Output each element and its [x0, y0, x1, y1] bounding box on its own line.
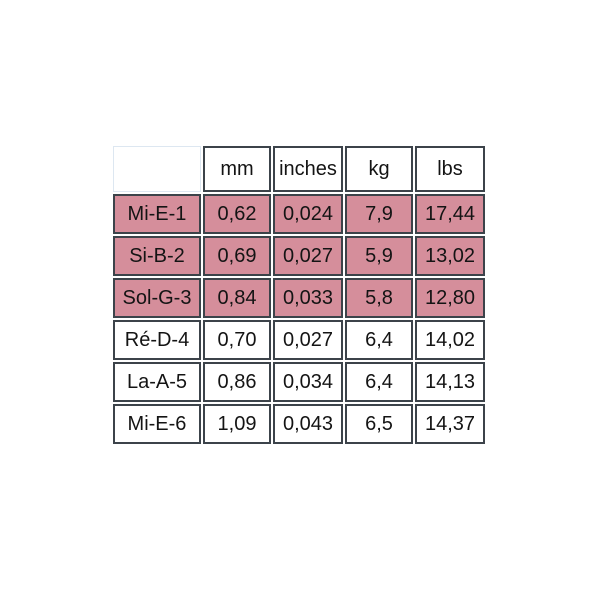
cell-mm: 0,62	[203, 194, 271, 234]
table-row-mi-e-6: Mi-E-6 1,09 0,043 6,5 14,37	[113, 404, 485, 444]
cell-mm: 1,09	[203, 404, 271, 444]
cell-mm: 0,69	[203, 236, 271, 276]
cell-kg: 7,9	[345, 194, 413, 234]
column-header-mm: mm	[203, 146, 271, 192]
cell-lbs: 14,37	[415, 404, 485, 444]
cell-kg: 5,8	[345, 278, 413, 318]
row-label: La-A-5	[113, 362, 201, 402]
cell-inches: 0,043	[273, 404, 343, 444]
cell-kg: 5,9	[345, 236, 413, 276]
row-label: Ré-D-4	[113, 320, 201, 360]
column-header-inches: inches	[273, 146, 343, 192]
row-label: Mi-E-1	[113, 194, 201, 234]
cell-mm: 0,70	[203, 320, 271, 360]
table-row-la-a-5: La-A-5 0,86 0,034 6,4 14,13	[113, 362, 485, 402]
cell-inches: 0,034	[273, 362, 343, 402]
table-row-re-d-4: Ré-D-4 0,70 0,027 6,4 14,02	[113, 320, 485, 360]
string-gauge-table: mm inches kg lbs Mi-E-1 0,62 0,024 7,9 1…	[111, 144, 487, 446]
cell-kg: 6,5	[345, 404, 413, 444]
cell-inches: 0,027	[273, 236, 343, 276]
cell-inches: 0,027	[273, 320, 343, 360]
cell-inches: 0,024	[273, 194, 343, 234]
row-label: Mi-E-6	[113, 404, 201, 444]
cell-mm: 0,84	[203, 278, 271, 318]
cell-lbs: 17,44	[415, 194, 485, 234]
cell-lbs: 12,80	[415, 278, 485, 318]
cell-kg: 6,4	[345, 320, 413, 360]
header-empty-cell	[113, 146, 201, 192]
row-label: Si-B-2	[113, 236, 201, 276]
cell-mm: 0,86	[203, 362, 271, 402]
table-row-sol-g-3: Sol-G-3 0,84 0,033 5,8 12,80	[113, 278, 485, 318]
table-row-mi-e-1: Mi-E-1 0,62 0,024 7,9 17,44	[113, 194, 485, 234]
row-label: Sol-G-3	[113, 278, 201, 318]
table-row-si-b-2: Si-B-2 0,69 0,027 5,9 13,02	[113, 236, 485, 276]
header-row: mm inches kg lbs	[113, 146, 485, 192]
cell-kg: 6,4	[345, 362, 413, 402]
cell-inches: 0,033	[273, 278, 343, 318]
cell-lbs: 14,02	[415, 320, 485, 360]
column-header-lbs: lbs	[415, 146, 485, 192]
column-header-kg: kg	[345, 146, 413, 192]
cell-lbs: 13,02	[415, 236, 485, 276]
cell-lbs: 14,13	[415, 362, 485, 402]
